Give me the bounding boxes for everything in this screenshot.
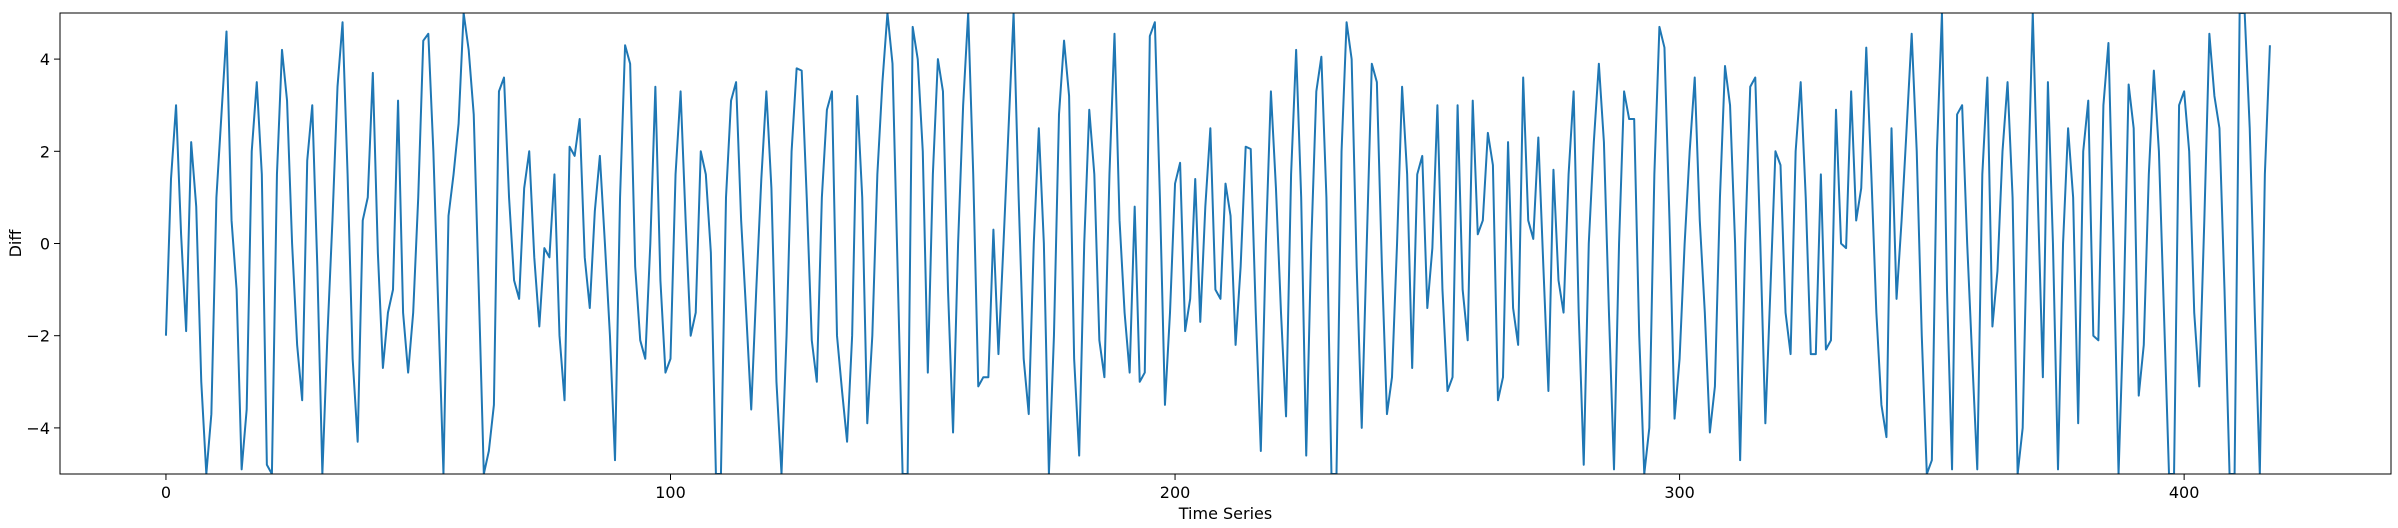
series-layer xyxy=(164,13,2271,474)
x-tick-label: 100 xyxy=(655,483,686,502)
y-tick-label: −2 xyxy=(26,327,50,346)
x-tick-label: 400 xyxy=(2169,483,2200,502)
y-axis-label: Diff xyxy=(6,229,25,258)
x-tick-label: 200 xyxy=(1160,483,1191,502)
y-tick-label: 2 xyxy=(40,142,50,161)
y-tick-label: 4 xyxy=(40,50,50,69)
x-tick-label: 0 xyxy=(161,483,171,502)
x-axis-ticks: 0 100 200 300 400 xyxy=(161,474,2200,502)
y-axis-ticks: −4 −2 0 2 4 xyxy=(26,50,60,438)
x-tick-label: 300 xyxy=(1664,483,1695,502)
plot-area xyxy=(60,13,2391,474)
x-axis-label: Time Series xyxy=(1178,504,1272,523)
y-tick-label: 0 xyxy=(40,235,50,254)
series-line-0 xyxy=(164,13,2271,474)
y-tick-label: −4 xyxy=(26,419,50,438)
